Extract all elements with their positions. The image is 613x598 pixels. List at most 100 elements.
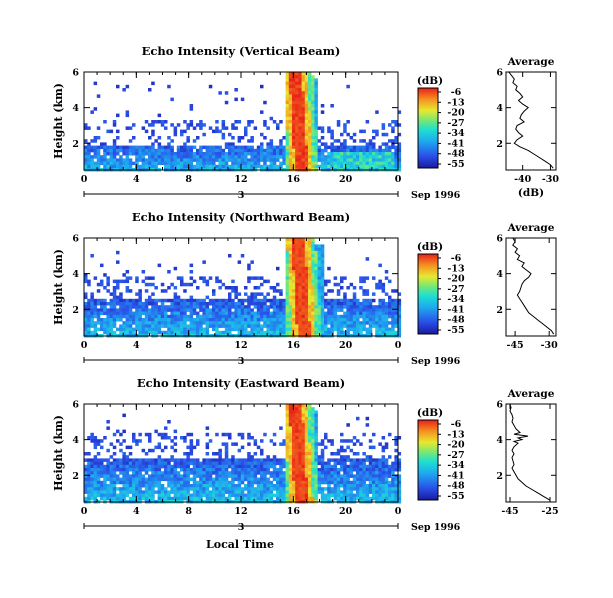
echo-cell	[183, 471, 187, 475]
echo-cell	[215, 311, 219, 316]
echo-cell	[381, 318, 386, 322]
echo-cell	[314, 311, 318, 316]
echo-cell	[301, 81, 306, 86]
echo-cell	[324, 321, 328, 325]
y-tick-label: 2	[496, 305, 503, 316]
echo-cell	[160, 464, 165, 469]
echo-cell	[311, 442, 315, 446]
echo-cell	[288, 155, 293, 159]
echo-cell	[375, 480, 379, 485]
echo-cell	[212, 308, 216, 312]
echo-cell	[349, 282, 354, 287]
echo-cell	[266, 490, 270, 494]
echo-cell	[119, 302, 123, 306]
echo-cell	[314, 282, 318, 287]
echo-cell	[304, 247, 309, 252]
echo-cell	[285, 458, 290, 462]
echo-cell	[183, 282, 187, 287]
echo-cell	[192, 484, 197, 488]
echo-cell	[304, 420, 309, 424]
echo-cell	[228, 158, 232, 162]
echo-cell	[144, 461, 149, 466]
echo-cell	[212, 477, 216, 482]
echo-cell	[301, 484, 306, 488]
echo-cell	[122, 164, 126, 169]
echo-cell	[346, 496, 350, 501]
echo-cell	[301, 132, 306, 137]
echo-cell	[263, 120, 267, 124]
echo-cell	[304, 423, 309, 427]
echo-cell	[388, 305, 392, 309]
echo-cell	[260, 282, 264, 287]
echo-cell	[314, 158, 318, 162]
echo-cell	[106, 468, 110, 472]
echo-cell	[314, 445, 318, 450]
echo-cell	[154, 120, 158, 124]
echo-cell	[96, 490, 101, 494]
echo-cell	[298, 318, 302, 322]
echo-cell	[138, 145, 142, 150]
echo-cell	[154, 429, 158, 434]
echo-cell	[391, 490, 395, 494]
echo-cell	[116, 286, 120, 290]
echo-cell	[87, 474, 91, 478]
echo-cell	[250, 464, 254, 469]
echo-cell	[301, 257, 306, 261]
echo-cell	[324, 464, 328, 469]
echo-cell	[317, 282, 322, 287]
echo-cell	[292, 257, 296, 261]
echo-cell	[394, 302, 398, 306]
echo-cell	[119, 464, 123, 469]
echo-cell	[170, 480, 174, 485]
echo-cell	[125, 330, 130, 335]
echo-cell	[160, 471, 165, 475]
echo-cell	[320, 266, 325, 271]
echo-cell	[301, 148, 306, 153]
echo-cell	[298, 152, 302, 156]
echo-cell	[378, 148, 382, 153]
echo-cell	[304, 129, 309, 134]
echo-cell	[359, 484, 363, 488]
echo-cell	[381, 445, 386, 450]
echo-cell	[346, 152, 350, 156]
echo-cell	[327, 289, 331, 293]
echo-cell	[176, 484, 181, 488]
echo-cell	[199, 321, 203, 325]
echo-cell	[276, 468, 280, 472]
echo-cell	[164, 148, 168, 153]
echo-cell	[176, 477, 181, 482]
echo-cell	[253, 464, 258, 469]
echo-cell	[292, 276, 296, 280]
echo-cell	[384, 458, 389, 462]
echo-cell	[311, 330, 315, 335]
y-axis-title: Height (km)	[52, 83, 65, 159]
echo-cell	[119, 314, 123, 319]
echo-cell	[349, 298, 354, 303]
echo-cell	[186, 480, 190, 485]
echo-cell	[298, 404, 302, 408]
echo-cell	[320, 161, 325, 166]
echo-cell	[317, 279, 322, 284]
echo-cell	[397, 474, 402, 478]
echo-cell	[202, 461, 206, 466]
echo-cell	[308, 292, 312, 296]
echo-cell	[141, 448, 146, 453]
echo-cell	[183, 490, 187, 494]
echo-cell	[298, 295, 302, 300]
echo-cell	[333, 298, 338, 303]
echo-cell	[372, 484, 376, 488]
echo-cell	[224, 458, 229, 462]
echo-cell	[304, 327, 309, 332]
echo-cell	[106, 426, 110, 430]
echo-cell	[128, 139, 133, 143]
echo-cell	[138, 308, 142, 312]
echo-cell	[320, 477, 325, 482]
echo-cell	[183, 302, 187, 306]
echo-cell	[109, 148, 114, 153]
echo-cell	[250, 493, 254, 498]
echo-cell	[93, 152, 98, 156]
echo-cell	[247, 158, 251, 162]
echo-cell	[362, 490, 366, 494]
echo-cell	[368, 490, 373, 494]
echo-cell	[157, 480, 162, 485]
